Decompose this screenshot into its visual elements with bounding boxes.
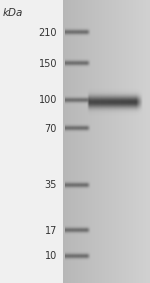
Bar: [0, 0, 63, 283]
Text: 17: 17: [45, 226, 57, 236]
Text: 100: 100: [39, 95, 57, 106]
Text: kDa: kDa: [3, 8, 23, 18]
Text: 70: 70: [45, 124, 57, 134]
Text: 210: 210: [39, 27, 57, 38]
Text: 35: 35: [45, 180, 57, 190]
Text: 150: 150: [39, 59, 57, 69]
Text: 10: 10: [45, 251, 57, 261]
